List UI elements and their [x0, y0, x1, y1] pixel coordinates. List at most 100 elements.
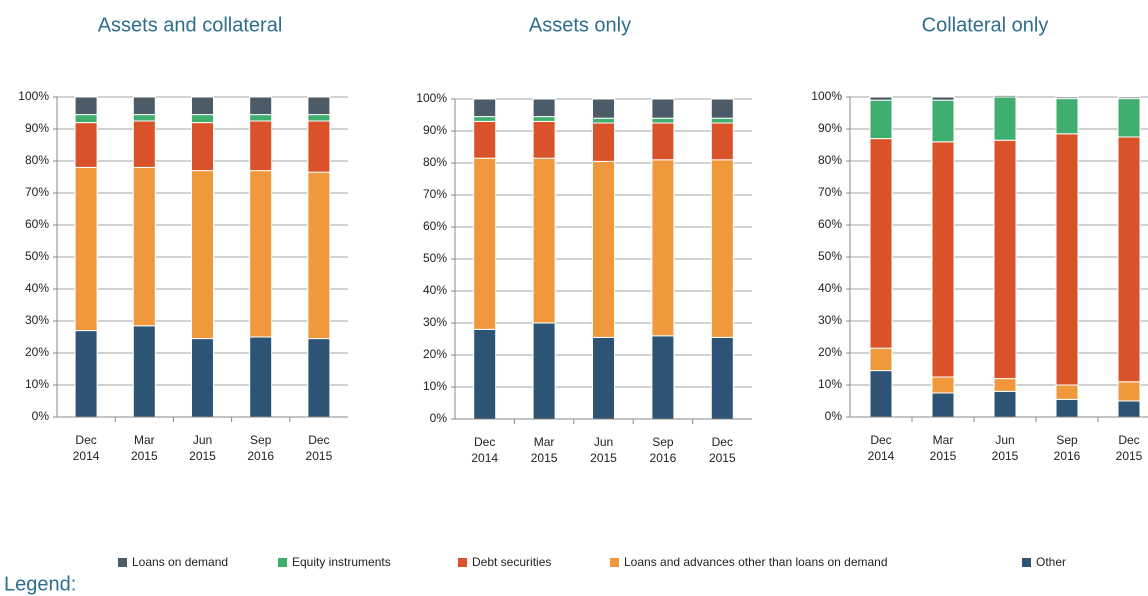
y-tick-label: 50% [818, 249, 842, 263]
y-tick-label: 10% [423, 379, 447, 393]
bar-segment [191, 338, 214, 418]
bar-segment [710, 122, 734, 161]
bar-segment [651, 335, 675, 420]
y-tick-label: 30% [423, 315, 447, 329]
bar-segment [191, 170, 214, 340]
chart-title: Collateral only [922, 14, 1049, 36]
bar-segment [1117, 381, 1141, 402]
bar-segment [74, 114, 98, 124]
bar-segment [710, 117, 734, 124]
bar-segment [532, 157, 556, 324]
bar-segment [74, 166, 98, 332]
bar-segment [651, 117, 675, 124]
x-tick-label: Dec 2014 [73, 433, 100, 463]
bar-segment [473, 116, 497, 122]
y-tick-label: 40% [818, 281, 842, 295]
bar-segment [869, 96, 893, 101]
y-tick-label: 60% [818, 217, 842, 231]
bar-segment [869, 347, 893, 372]
y-tick-label: 10% [818, 377, 842, 391]
bar-segment [1117, 136, 1141, 383]
y-tick-label: 70% [423, 187, 447, 201]
y-tick-label: 50% [25, 249, 49, 263]
bar-segment [1117, 96, 1141, 100]
bar-segment [307, 96, 331, 116]
y-tick-label: 10% [25, 377, 49, 391]
y-tick-label: 20% [25, 345, 49, 359]
bar-segment [1117, 98, 1141, 138]
bar-segment [931, 376, 955, 394]
y-tick-label: 100% [18, 89, 49, 103]
x-tick-label: Dec 2015 [1116, 433, 1143, 463]
legend-swatch [278, 558, 287, 567]
x-tick-label: Dec 2015 [709, 435, 736, 465]
legend-label: Loans on demand [132, 555, 228, 569]
bar-segment [993, 378, 1017, 392]
bar-segment [74, 122, 98, 168]
x-tick-label: Dec 2015 [306, 433, 333, 463]
bar-segment [931, 99, 955, 143]
bar-segment [869, 370, 893, 418]
y-tick-label: 80% [25, 153, 49, 167]
bar-segment [931, 392, 955, 418]
bar-segment [249, 96, 273, 116]
bar-segment [1055, 96, 1079, 100]
legend-label: Other [1036, 555, 1066, 569]
y-tick-label: 0% [32, 409, 50, 423]
y-tick-label: 100% [416, 91, 447, 105]
legend-swatch [118, 558, 127, 567]
bar-segment [132, 166, 156, 327]
y-tick-label: 80% [423, 155, 447, 169]
chart-title: Assets and collateral [98, 14, 283, 36]
legend-label: Loans and advances other than loans on d… [624, 555, 888, 569]
bar-segment [132, 96, 156, 116]
bar-segment [1117, 400, 1141, 418]
y-tick-label: 80% [818, 153, 842, 167]
bar-segment [473, 157, 497, 330]
bar-segment [869, 138, 893, 349]
x-tick-label: Sep 2016 [1054, 433, 1081, 463]
y-tick-label: 90% [818, 121, 842, 135]
y-tick-label: 0% [430, 411, 448, 425]
legend-swatch [1022, 558, 1031, 567]
bar-segment [473, 98, 497, 118]
legend-title: Legend: [4, 573, 76, 595]
bar-segment [307, 171, 331, 340]
x-tick-label: Mar 2015 [930, 433, 957, 463]
y-tick-label: 50% [423, 251, 447, 265]
x-tick-label: Dec 2014 [471, 435, 498, 465]
bar-segment [592, 98, 615, 119]
bar-segment [710, 159, 734, 338]
y-tick-label: 20% [423, 347, 447, 361]
bar-segment [592, 336, 615, 420]
bar-segment [931, 141, 955, 378]
bar-segment [869, 99, 893, 140]
bar-segment [473, 328, 497, 420]
bar-segment [532, 322, 556, 420]
bar-segment [249, 336, 273, 418]
bar-segment [74, 330, 98, 418]
x-tick-label: Sep 2016 [650, 435, 677, 465]
legend-swatch [610, 558, 619, 567]
bar-segment [1055, 384, 1079, 400]
bar-segment [532, 120, 556, 159]
bar-segment [651, 159, 675, 337]
x-tick-label: Dec 2014 [868, 433, 895, 463]
x-tick-label: Mar 2015 [531, 435, 558, 465]
bar-segment [132, 325, 156, 418]
bar-segment [993, 94, 1017, 98]
y-tick-label: 40% [25, 281, 49, 295]
bar-segment [249, 120, 273, 172]
legend-label: Debt securities [472, 555, 551, 569]
bar-segment [191, 96, 214, 116]
legend-swatch [458, 558, 467, 567]
bar-segment [651, 122, 675, 161]
bar-segment [307, 120, 331, 173]
y-tick-label: 100% [811, 89, 842, 103]
bar-segment [249, 114, 273, 122]
bar-segment [307, 114, 331, 122]
bar-segment [532, 98, 556, 118]
bar-segment [191, 114, 214, 124]
bar-segment [191, 122, 214, 172]
